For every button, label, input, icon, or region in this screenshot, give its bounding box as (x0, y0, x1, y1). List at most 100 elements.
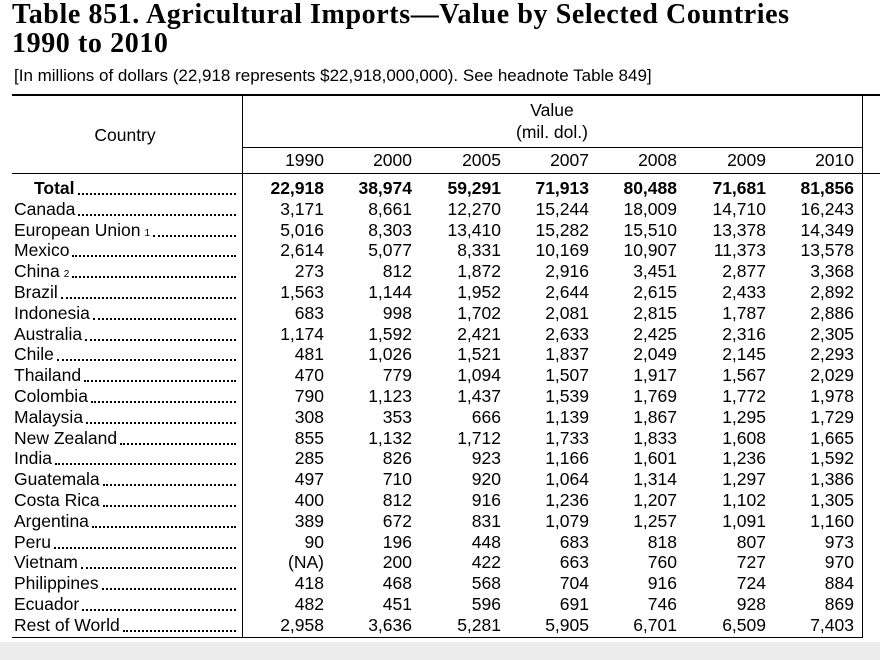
value-cell: (NA) (288, 552, 324, 573)
value-cell: 779 (382, 365, 412, 386)
value-cell: 1,702 (457, 302, 501, 323)
value-cell: 1,026 (368, 344, 412, 365)
value-cell: 1,952 (457, 282, 501, 302)
value-cell: 1,166 (545, 448, 589, 469)
country-cell: Malaysia (14, 407, 238, 428)
country-name: Brazil (14, 282, 58, 302)
country-cell: India (14, 448, 238, 469)
year-header: 2000 (373, 150, 412, 170)
country-name: Australia (14, 323, 83, 344)
dot-leader (56, 359, 236, 362)
country-cell: Indonesia (14, 303, 238, 324)
value-cell: 8,331 (457, 240, 501, 261)
country-name: Thailand (14, 365, 82, 386)
country-name: India (14, 448, 52, 469)
value-cell: 422 (471, 552, 501, 573)
country-name: Mexico (14, 240, 70, 261)
value-cell: 663 (559, 552, 589, 573)
value-cell: 2,433 (722, 282, 766, 302)
value-cell: 1,769 (633, 386, 677, 406)
dot-leader (80, 567, 236, 570)
year-header: 2007 (550, 150, 589, 170)
value-cell: 497 (294, 469, 324, 490)
value-cell: 818 (647, 531, 677, 552)
country-cell: Vietnam (14, 552, 238, 573)
value-cell: 3,451 (633, 261, 677, 282)
value-cell: 2,081 (545, 302, 589, 323)
value-cell: 826 (382, 448, 412, 469)
country-cell: Australia (14, 324, 238, 345)
value-cell: 2,877 (722, 261, 766, 282)
country-header: Country (94, 125, 156, 145)
value-cell: 273 (294, 261, 324, 282)
value-cell: 1,567 (722, 365, 766, 386)
value-cell: 1,123 (368, 386, 412, 406)
value-cell: 1,507 (545, 365, 589, 386)
value-cell: 14,710 (712, 198, 766, 219)
value-cell: 14,349 (800, 219, 854, 240)
value-cell: 448 (471, 531, 501, 552)
country-name: Chile (14, 344, 54, 365)
value-cell: 1,305 (810, 490, 854, 510)
dot-leader (102, 484, 236, 487)
dot-leader (86, 421, 236, 424)
value-cell: 1,867 (633, 406, 677, 427)
value-cell: 1,295 (722, 406, 766, 427)
country-cell: Rest of World (14, 615, 238, 636)
country-cell: Colombia (14, 386, 238, 407)
dot-leader (84, 380, 236, 383)
country-name: Rest of World (14, 614, 120, 635)
value-cell: 1,144 (368, 282, 412, 302)
value-cell: 1,174 (280, 323, 324, 344)
value-cell: 812 (382, 261, 412, 282)
value-cell: 2,815 (633, 302, 677, 323)
value-cell: 1,297 (722, 469, 766, 490)
dot-leader (60, 297, 236, 299)
value-cell: 1,787 (722, 302, 766, 323)
value-cell: 400 (294, 490, 324, 510)
value-cell: 1,160 (810, 510, 854, 531)
value-cell: 196 (382, 531, 412, 552)
value-cell: 1,207 (633, 490, 677, 510)
value-cell: 308 (294, 406, 324, 427)
country-cell: Costa Rica (14, 490, 238, 511)
value-cell: 1,064 (545, 469, 589, 490)
country-name: New Zealand (14, 427, 118, 448)
value-cell: 1,729 (810, 406, 854, 427)
value-cell: 2,644 (545, 282, 589, 302)
value-cell: 2,892 (810, 282, 854, 302)
value-cell: 1,837 (545, 344, 589, 365)
value-cell: 353 (382, 406, 412, 427)
value-cell: 746 (647, 594, 677, 614)
year-header: 1990 (285, 150, 324, 170)
value-cell: 38,974 (358, 178, 412, 198)
value-cell: 1,833 (633, 427, 677, 448)
value-cell: 10,169 (535, 240, 589, 261)
value-cell: 1,917 (633, 365, 677, 386)
value-cell: 13,378 (712, 219, 766, 240)
value-cell: 71,681 (712, 178, 766, 198)
year-header: 2010 (815, 150, 854, 170)
dot-leader (82, 609, 236, 611)
value-cell: 2,886 (810, 302, 854, 323)
country-cell: Peru (14, 532, 238, 553)
value-cell: 6,701 (633, 614, 677, 635)
value-cell: 1,772 (722, 386, 766, 406)
value-cell: 1,608 (722, 427, 766, 448)
value-cell: 1,079 (545, 510, 589, 531)
value-cell: 916 (471, 490, 501, 510)
value-cell: 2,633 (545, 323, 589, 344)
value-cell: 807 (736, 531, 766, 552)
value-cell: 22,918 (270, 178, 324, 198)
value-cell: 13,578 (800, 240, 854, 261)
value-cell: 727 (736, 552, 766, 573)
value-cell: 998 (382, 302, 412, 323)
country-name: European Union (14, 219, 141, 240)
dot-leader (54, 463, 236, 466)
country-cell: Brazil (14, 282, 238, 303)
value-cell: 59,291 (447, 178, 501, 198)
value-cell: 468 (382, 573, 412, 594)
value-cell: 916 (647, 573, 677, 594)
country-name: Philippines (14, 573, 99, 594)
